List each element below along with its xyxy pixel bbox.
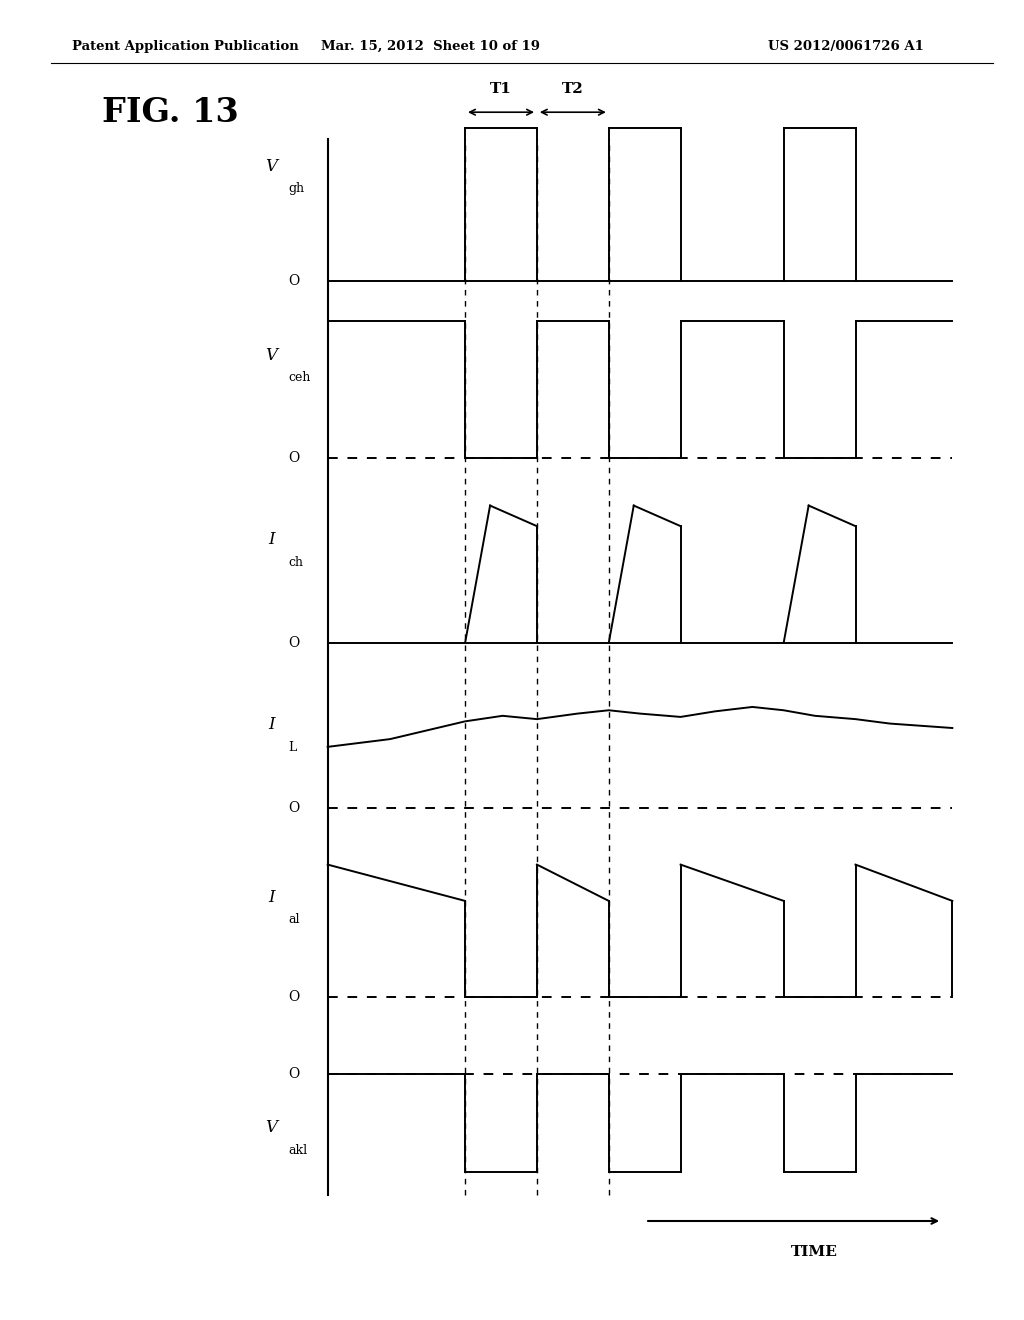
Text: Mar. 15, 2012  Sheet 10 of 19: Mar. 15, 2012 Sheet 10 of 19 xyxy=(321,40,540,53)
Text: L: L xyxy=(289,741,297,754)
Text: T2: T2 xyxy=(562,82,584,96)
Text: gh: gh xyxy=(289,182,305,195)
Text: ceh: ceh xyxy=(289,371,311,384)
Text: Patent Application Publication: Patent Application Publication xyxy=(72,40,298,53)
Text: O: O xyxy=(288,275,299,288)
Text: I: I xyxy=(268,890,274,906)
Text: O: O xyxy=(288,990,299,1003)
Text: O: O xyxy=(288,801,299,814)
Text: I: I xyxy=(268,717,274,733)
Text: T1: T1 xyxy=(490,82,512,96)
Text: V: V xyxy=(265,158,278,174)
Text: TIME: TIME xyxy=(791,1245,838,1259)
Text: O: O xyxy=(288,451,299,465)
Text: al: al xyxy=(289,913,300,927)
Text: FIG. 13: FIG. 13 xyxy=(102,96,240,129)
Text: O: O xyxy=(288,1067,299,1081)
Text: V: V xyxy=(265,1119,278,1137)
Text: akl: akl xyxy=(289,1143,308,1156)
Text: V: V xyxy=(265,347,278,363)
Text: US 2012/0061726 A1: US 2012/0061726 A1 xyxy=(768,40,924,53)
Text: ch: ch xyxy=(289,556,304,569)
Text: I: I xyxy=(268,532,274,548)
Text: O: O xyxy=(288,636,299,649)
